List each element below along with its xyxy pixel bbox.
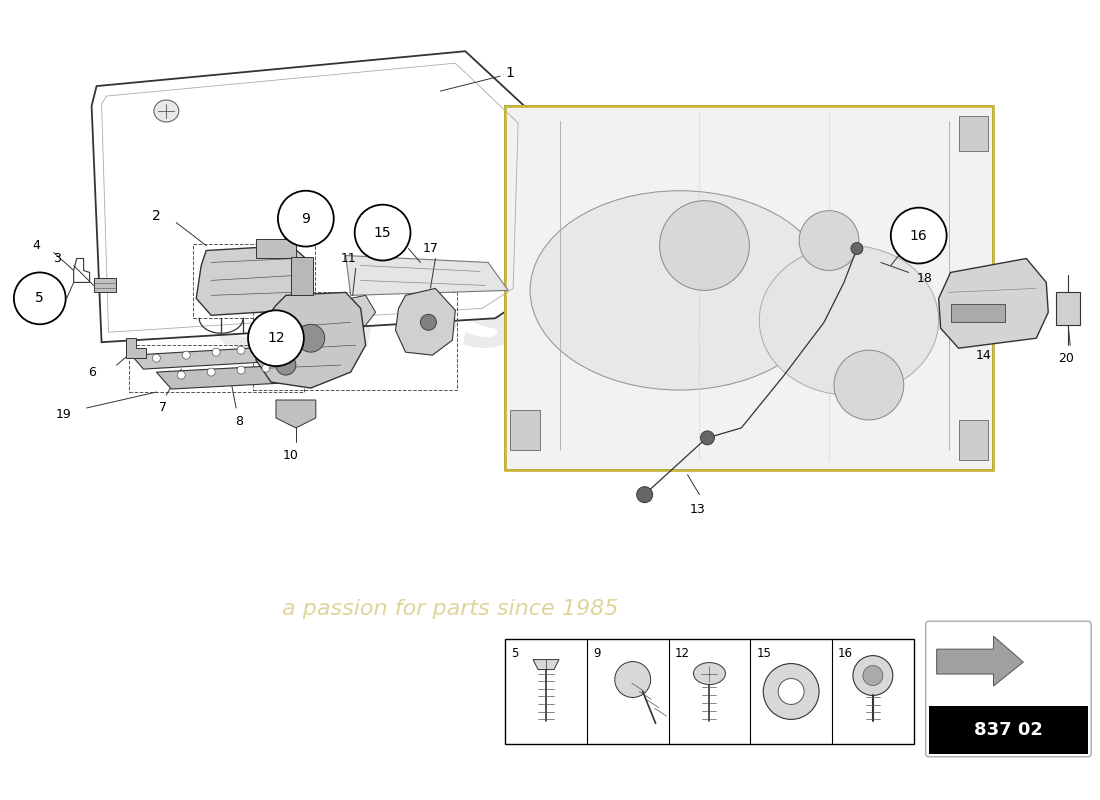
Polygon shape <box>396 288 455 355</box>
Text: eurospares: eurospares <box>212 274 827 366</box>
Bar <box>510 410 540 450</box>
Bar <box>256 238 296 258</box>
Text: 11: 11 <box>341 252 356 265</box>
Polygon shape <box>938 258 1048 348</box>
Text: 2: 2 <box>152 209 161 222</box>
Circle shape <box>354 205 410 261</box>
Circle shape <box>851 242 862 254</box>
Text: 15: 15 <box>374 226 392 239</box>
Circle shape <box>153 354 161 362</box>
Circle shape <box>660 201 749 290</box>
Bar <box>958 420 989 460</box>
Circle shape <box>278 190 333 246</box>
Polygon shape <box>534 659 559 670</box>
Bar <box>950 304 1005 322</box>
Text: a passion for parts since 1985: a passion for parts since 1985 <box>283 599 618 619</box>
FancyBboxPatch shape <box>926 622 1091 757</box>
Polygon shape <box>126 338 146 358</box>
Polygon shape <box>937 636 1023 686</box>
Bar <box>505 106 993 470</box>
Text: 4: 4 <box>33 239 41 252</box>
Circle shape <box>276 355 296 375</box>
Circle shape <box>834 350 904 420</box>
Ellipse shape <box>530 190 829 390</box>
Circle shape <box>778 678 804 705</box>
Circle shape <box>183 351 190 359</box>
Text: 9: 9 <box>593 647 601 660</box>
Bar <box>505 639 914 744</box>
Circle shape <box>615 662 650 698</box>
Bar <box>94 278 115 292</box>
Polygon shape <box>276 400 316 428</box>
Text: 17: 17 <box>422 242 439 255</box>
Circle shape <box>238 366 245 374</box>
Circle shape <box>862 666 883 686</box>
Text: 15: 15 <box>757 647 771 660</box>
Circle shape <box>262 364 270 372</box>
Circle shape <box>637 486 652 502</box>
Bar <box>928 706 1088 754</box>
Text: 12: 12 <box>674 647 690 660</box>
Ellipse shape <box>154 100 179 122</box>
Circle shape <box>249 310 304 366</box>
Text: 8: 8 <box>235 415 243 429</box>
Circle shape <box>207 368 216 376</box>
Bar <box>130 345 304 392</box>
Text: 3: 3 <box>53 252 60 265</box>
Text: 6: 6 <box>88 366 96 378</box>
Text: 7: 7 <box>160 402 167 414</box>
Bar <box>194 243 315 318</box>
Text: 9: 9 <box>301 212 310 226</box>
Text: 1: 1 <box>505 66 514 80</box>
Polygon shape <box>156 365 301 389</box>
Text: 16: 16 <box>838 647 853 660</box>
Text: 14: 14 <box>976 349 991 362</box>
Polygon shape <box>333 295 375 328</box>
Ellipse shape <box>759 246 938 395</box>
Polygon shape <box>132 348 263 369</box>
Polygon shape <box>256 292 365 388</box>
Circle shape <box>799 210 859 270</box>
Text: 20: 20 <box>1058 352 1074 365</box>
Text: 18: 18 <box>916 272 933 285</box>
Circle shape <box>212 348 220 356</box>
Text: 16: 16 <box>910 229 927 242</box>
Polygon shape <box>345 255 508 295</box>
Ellipse shape <box>693 662 725 685</box>
Text: 19: 19 <box>56 409 72 422</box>
Text: 5: 5 <box>35 291 44 306</box>
Bar <box>253 292 458 390</box>
Text: 12: 12 <box>267 331 285 346</box>
Text: 13: 13 <box>690 503 705 516</box>
Text: 5: 5 <box>512 647 518 660</box>
Polygon shape <box>196 246 311 315</box>
Bar <box>290 258 312 295</box>
Circle shape <box>852 656 893 695</box>
Circle shape <box>420 314 437 330</box>
Circle shape <box>891 208 947 263</box>
Polygon shape <box>1056 292 1080 326</box>
Circle shape <box>297 324 324 352</box>
Text: 10: 10 <box>283 450 299 462</box>
Text: 837 02: 837 02 <box>974 721 1043 739</box>
Text: 1985: 1985 <box>782 225 916 277</box>
Circle shape <box>177 371 185 379</box>
Circle shape <box>14 273 66 324</box>
Circle shape <box>701 431 714 445</box>
Circle shape <box>763 663 820 719</box>
Bar <box>958 116 989 151</box>
Polygon shape <box>91 51 535 342</box>
Circle shape <box>238 346 245 354</box>
